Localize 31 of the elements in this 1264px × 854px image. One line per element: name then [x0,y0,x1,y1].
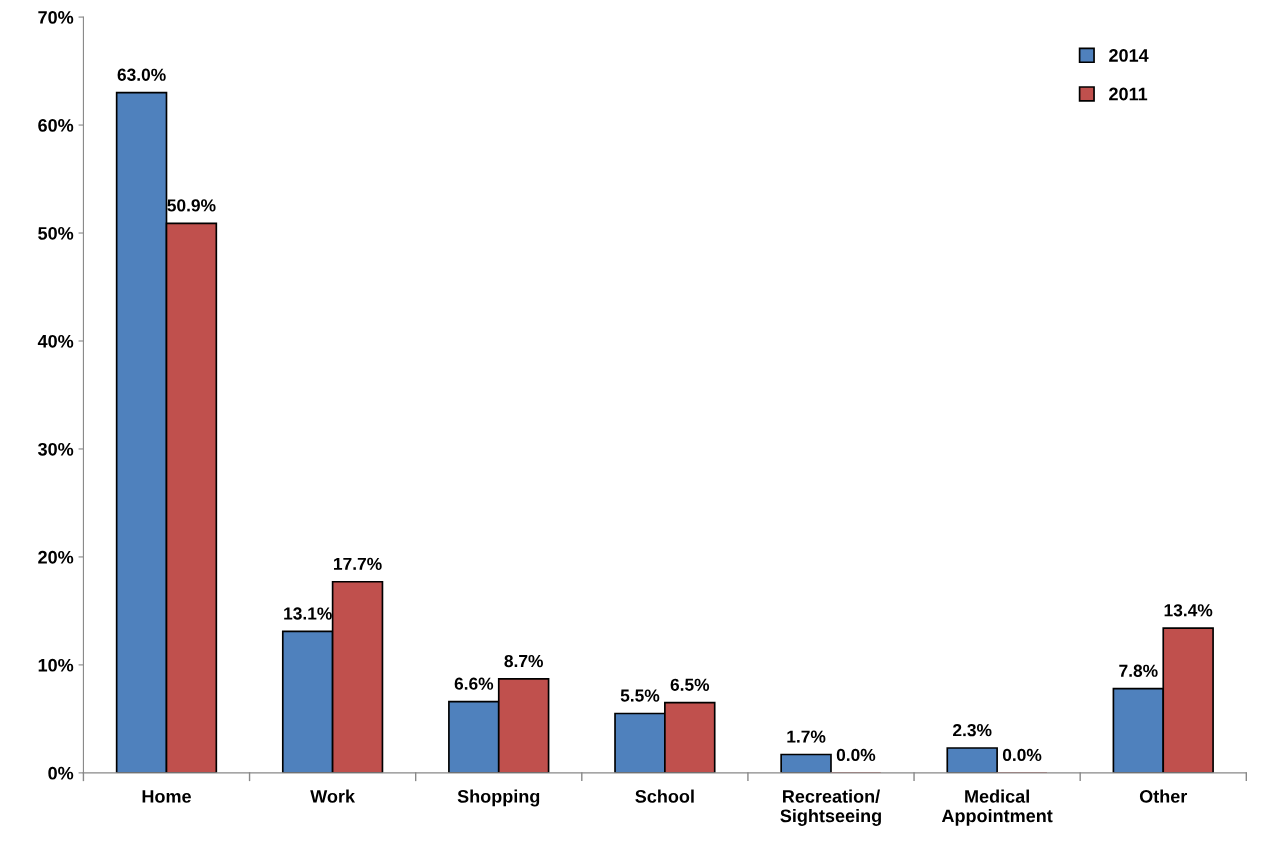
data-label: 0.0% [836,748,876,762]
x-tick-label: Home [142,790,191,803]
data-label: 17.7% [334,557,382,570]
data-label: 7.8% [1119,664,1158,677]
data-label: 6.5% [670,678,710,691]
data-label: 0.0% [1002,748,1042,762]
legend-label: 2014 [1109,49,1149,62]
x-tick-label: Shopping [457,789,540,807]
data-label: 1.7% [787,730,826,743]
data-label: 13.1% [284,607,332,620]
data-label: 13.4% [1164,604,1213,617]
y-tick-label: 40% [37,334,74,348]
data-label: 5.5% [620,689,660,702]
y-tick-label: 70% [38,11,74,24]
data-label: 8.7% [504,654,543,668]
data-label: 63.0% [117,68,166,81]
x-tick-label: School [635,789,694,803]
y-tick-label: 10% [38,658,74,672]
y-tick-label: 0% [48,766,74,780]
data-label: 50.9% [167,199,216,212]
y-tick-label: 20% [38,550,74,564]
y-tick-label: 60% [38,118,74,132]
y-tick-label: 30% [37,442,74,456]
x-tick-label: Other [1139,789,1188,803]
legend-label: 2011 [1109,87,1148,101]
data-label: 2.3% [953,723,992,737]
x-tick-label: Medical Appointment [941,789,1053,826]
y-tick-label: 50% [38,226,74,240]
data-label: 6.6% [454,677,494,690]
x-tick-label: Recreation/ Sightseeing [780,789,881,826]
x-tick-label: Work [310,789,356,803]
